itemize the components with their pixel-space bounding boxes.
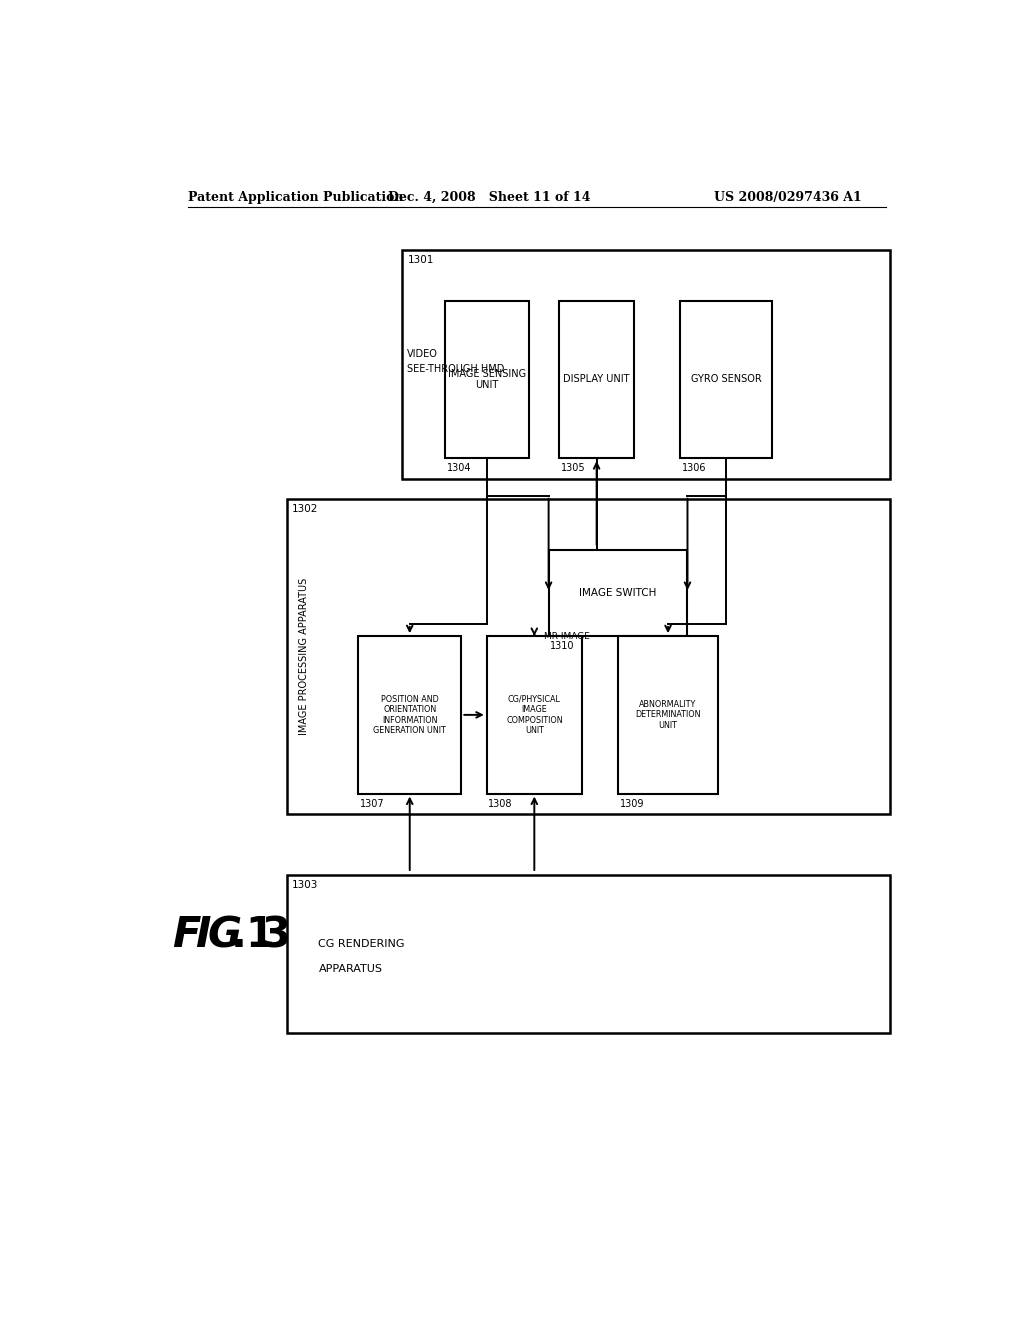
Text: 1309: 1309 bbox=[620, 799, 644, 809]
Text: IMAGE PROCESSING APPARATUS: IMAGE PROCESSING APPARATUS bbox=[299, 578, 309, 735]
Text: 1308: 1308 bbox=[488, 799, 513, 809]
Text: 3: 3 bbox=[261, 915, 291, 956]
Text: GYRO SENSOR: GYRO SENSOR bbox=[690, 375, 762, 384]
Text: .: . bbox=[231, 915, 247, 956]
Text: SEE-THROUGH HMD: SEE-THROUGH HMD bbox=[408, 364, 505, 375]
Bar bbox=[358, 636, 461, 793]
Text: CG RENDERING: CG RENDERING bbox=[318, 939, 404, 949]
Text: CG/PHYSICAL
IMAGE
COMPOSITION
UNIT: CG/PHYSICAL IMAGE COMPOSITION UNIT bbox=[506, 694, 562, 735]
Bar bbox=[618, 636, 718, 793]
Bar bbox=[486, 636, 582, 793]
Bar bbox=[680, 301, 772, 458]
Text: MR IMAGE: MR IMAGE bbox=[544, 631, 590, 640]
Text: I: I bbox=[196, 915, 211, 956]
Text: 1: 1 bbox=[246, 915, 274, 956]
Text: 1303: 1303 bbox=[292, 880, 318, 890]
Text: 1304: 1304 bbox=[447, 463, 471, 474]
Text: VIDEO: VIDEO bbox=[408, 348, 438, 359]
Text: 1305: 1305 bbox=[560, 463, 585, 474]
Text: POSITION AND
ORIENTATION
INFORMATION
GENERATION UNIT: POSITION AND ORIENTATION INFORMATION GEN… bbox=[374, 694, 446, 735]
Text: 1310: 1310 bbox=[550, 642, 574, 651]
Text: US 2008/0297436 A1: US 2008/0297436 A1 bbox=[715, 190, 862, 203]
Text: IMAGE SWITCH: IMAGE SWITCH bbox=[580, 587, 656, 598]
Bar bbox=[559, 301, 634, 458]
Text: 1302: 1302 bbox=[292, 504, 318, 513]
Text: G: G bbox=[207, 915, 242, 956]
Bar bbox=[287, 875, 890, 1032]
Bar bbox=[549, 549, 687, 636]
Text: Patent Application Publication: Patent Application Publication bbox=[187, 190, 403, 203]
Text: 1301: 1301 bbox=[408, 255, 434, 265]
Text: ABNORMALITY
DETERMINATION
UNIT: ABNORMALITY DETERMINATION UNIT bbox=[635, 700, 700, 730]
Text: Dec. 4, 2008   Sheet 11 of 14: Dec. 4, 2008 Sheet 11 of 14 bbox=[388, 190, 591, 203]
Bar bbox=[287, 499, 890, 814]
Text: IMAGE SENSING
UNIT: IMAGE SENSING UNIT bbox=[449, 368, 526, 391]
Text: DISPLAY UNIT: DISPLAY UNIT bbox=[563, 375, 630, 384]
Bar bbox=[445, 301, 528, 458]
Text: 1307: 1307 bbox=[359, 799, 384, 809]
Text: F: F bbox=[172, 915, 200, 956]
Bar bbox=[401, 249, 890, 479]
Text: 1306: 1306 bbox=[682, 463, 707, 474]
Text: APPARATUS: APPARATUS bbox=[318, 964, 383, 974]
